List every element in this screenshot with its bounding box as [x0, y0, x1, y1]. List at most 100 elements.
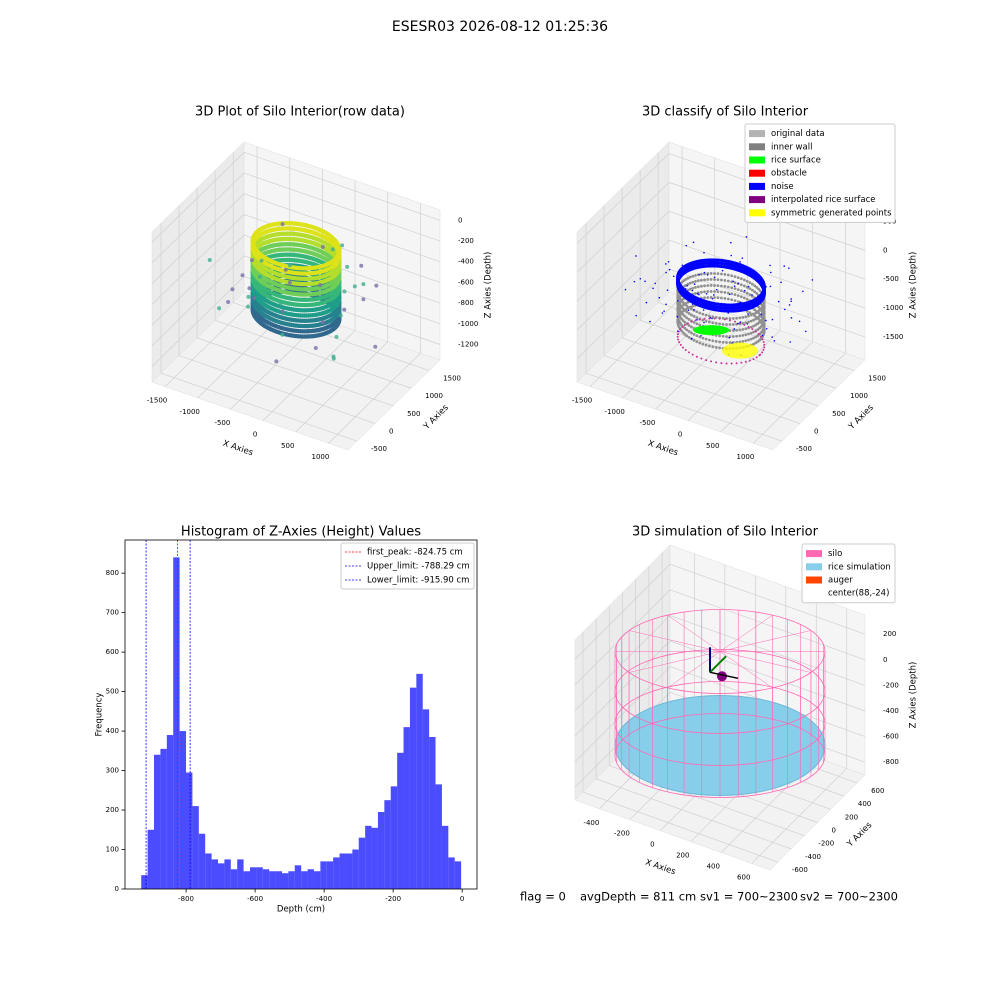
cloud-point: [757, 308, 761, 312]
cloud-point: [730, 292, 734, 296]
y-tick-label: 500: [106, 688, 119, 696]
cloud-point: [749, 319, 753, 323]
cloud-point: [730, 241, 732, 244]
cloud-point: [699, 290, 703, 294]
cloud-point: [695, 310, 699, 314]
bar: [448, 857, 455, 889]
cloud-point: [681, 301, 685, 304]
legend-label: rice simulation: [828, 562, 891, 572]
silo-wire: [629, 651, 721, 673]
grid-line: [215, 319, 412, 389]
z-axis-label: Z Axies (Depth): [484, 252, 494, 319]
cloud-point: [769, 285, 772, 288]
grid-line: [151, 193, 245, 284]
grid-line: [243, 152, 441, 221]
cloud-point: [738, 340, 742, 344]
grid-line: [160, 372, 358, 442]
x-tick-label: 0: [650, 841, 654, 849]
cloud-point: [771, 336, 773, 338]
cloud-point: [699, 272, 703, 276]
z-tick-label: -1200: [458, 340, 478, 348]
silo-wire: [719, 614, 773, 652]
cloud-point: [752, 330, 755, 334]
cloud-point: [749, 313, 753, 317]
cloud-point: [754, 330, 757, 333]
x-tick-label: -600: [247, 895, 263, 903]
cloud-point: [706, 278, 710, 281]
status-text: sv1 = 700~2300: [700, 890, 798, 904]
cloud-point: [690, 325, 693, 329]
cloud-point: [652, 287, 654, 290]
bar: [154, 754, 161, 889]
cloud-point: [771, 318, 774, 321]
cloud-point: [761, 334, 764, 337]
cloud-point: [694, 286, 697, 289]
cloud-point: [207, 258, 212, 263]
grid-line: [669, 615, 866, 686]
cloud-point: [624, 288, 627, 291]
cloud-point: [665, 271, 667, 274]
cloud-point: [758, 354, 761, 357]
silo-ring: [614, 713, 826, 798]
cloud-point: [752, 312, 755, 316]
cloud-point: [701, 312, 705, 316]
legend-label: original data: [771, 129, 825, 139]
cloud-point: [714, 340, 718, 343]
cloud-point: [747, 320, 750, 324]
cloud-point: [683, 332, 687, 336]
cloud-point: [720, 290, 723, 294]
cloud-point: [739, 295, 743, 299]
cloud-point: [684, 287, 687, 290]
legend-label: obstacle: [771, 169, 807, 179]
cloud-point: [726, 279, 730, 283]
cloud-point: [687, 309, 690, 312]
bar: [422, 709, 430, 889]
legend-label: inner wall: [771, 142, 812, 152]
cloud-point: [687, 318, 691, 321]
cloud-point: [728, 317, 732, 320]
cloud-point: [798, 320, 801, 323]
legend-swatch: [806, 563, 822, 571]
bar: [397, 752, 404, 889]
cloud-point: [687, 306, 691, 309]
bar: [416, 673, 423, 889]
cloud-point: [691, 304, 695, 308]
cloud-point: [743, 305, 746, 308]
cloud-point: [788, 304, 791, 306]
cloud-point: [683, 326, 687, 330]
cloud-point: [733, 275, 737, 279]
z-tick-label: -1000: [458, 320, 478, 328]
cloud-point: [665, 303, 667, 306]
cloud-point: [690, 320, 693, 323]
grid-line: [295, 341, 388, 433]
cloud-point: [635, 255, 637, 257]
z-tick-label: -800: [883, 758, 899, 766]
y-tick-label: 1500: [868, 375, 886, 383]
status-text: avgDepth = 811 cm: [580, 890, 696, 904]
x-tick-label: 1000: [736, 453, 754, 461]
cloud-point: [733, 299, 737, 303]
cloud-point: [738, 328, 742, 332]
legend-label: silo: [828, 549, 842, 559]
grid-line: [574, 666, 671, 762]
grid-line: [576, 210, 670, 302]
x-tick-label: -500: [214, 419, 230, 427]
cloud-point: [699, 284, 703, 288]
z-tick-label: -400: [883, 707, 899, 715]
cloud-point: [741, 334, 745, 337]
cloud-point: [711, 339, 715, 343]
cloud-point: [374, 283, 379, 288]
y-axis-label: Frequency: [95, 693, 105, 737]
cloud-point: [789, 341, 792, 343]
z-tick-label: -1000: [883, 304, 903, 312]
cloud-point: [757, 338, 761, 342]
cloud-point: [703, 317, 706, 320]
bar: [166, 735, 174, 889]
legend-label: first_peak: -824.75 cm: [367, 548, 463, 558]
silo-wire: [667, 614, 721, 652]
cloud-point: [759, 296, 762, 299]
cloud-point: [741, 328, 745, 331]
cloud-point: [723, 318, 726, 321]
cloud-point: [712, 294, 715, 296]
